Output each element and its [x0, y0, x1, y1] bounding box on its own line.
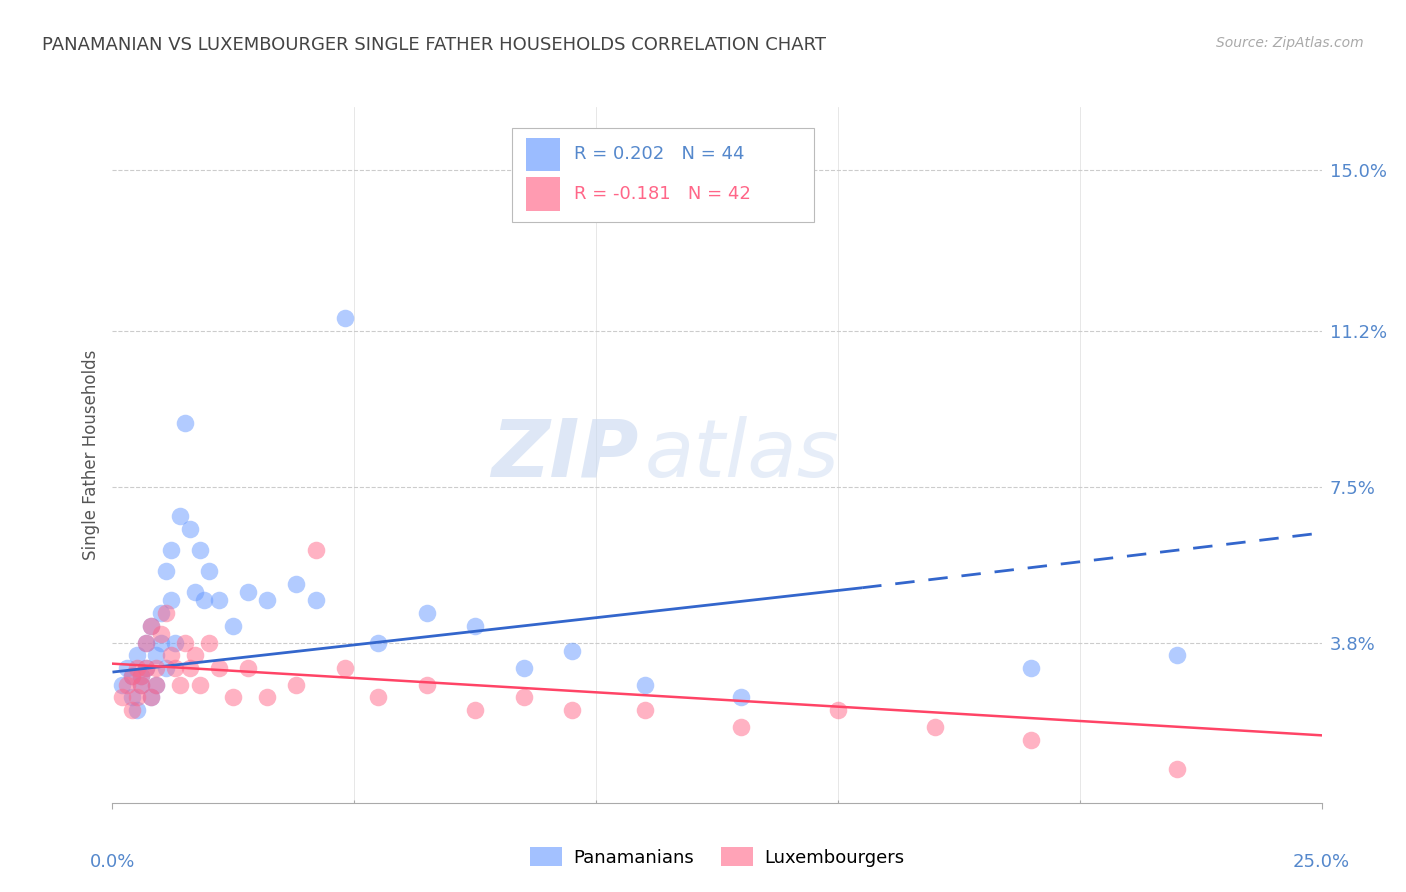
Point [145, 661, 167, 675]
Point [512, 661, 534, 675]
Point [111, 690, 134, 705]
Text: PANAMANIAN VS LUXEMBOURGER SINGLE FATHER HOUSEHOLDS CORRELATION CHART: PANAMANIAN VS LUXEMBOURGER SINGLE FATHER… [42, 36, 827, 54]
Point [141, 618, 163, 632]
Point [222, 690, 245, 705]
Point [1166, 648, 1188, 663]
Point [131, 669, 153, 683]
Point [333, 661, 356, 675]
Point [208, 661, 231, 675]
Point [256, 690, 278, 705]
Text: R = -0.181   N = 42: R = -0.181 N = 42 [575, 185, 751, 203]
Text: 0.0%: 0.0% [90, 854, 135, 871]
Point [464, 703, 486, 717]
Point [179, 522, 201, 536]
Point [115, 661, 138, 675]
Point [145, 648, 167, 663]
Text: R = 0.202   N = 44: R = 0.202 N = 44 [575, 145, 745, 163]
Point [125, 690, 148, 705]
FancyBboxPatch shape [512, 128, 814, 222]
Point [304, 542, 326, 557]
Point [188, 542, 211, 557]
Point [188, 678, 211, 692]
Point [730, 720, 752, 734]
Point [121, 703, 143, 717]
Point [561, 644, 583, 658]
Point [169, 678, 191, 692]
Point [121, 690, 143, 705]
Point [135, 661, 157, 675]
Point [141, 618, 163, 632]
Point [208, 593, 231, 607]
Point [1021, 661, 1043, 675]
Point [561, 703, 583, 717]
Bar [526, 178, 560, 211]
Point [304, 593, 326, 607]
Point [125, 648, 148, 663]
Text: ZIP: ZIP [491, 416, 638, 494]
Point [193, 593, 215, 607]
Point [198, 635, 221, 649]
Point [149, 627, 172, 641]
Point [155, 606, 177, 620]
Point [416, 606, 439, 620]
Point [135, 635, 157, 649]
Point [125, 703, 148, 717]
Point [633, 678, 655, 692]
Bar [526, 137, 560, 171]
Point [827, 703, 849, 717]
Point [165, 661, 187, 675]
Point [179, 661, 201, 675]
Point [174, 417, 197, 431]
Point [285, 678, 308, 692]
Point [1021, 732, 1043, 747]
Point [416, 678, 439, 692]
Point [141, 690, 163, 705]
Point [183, 648, 205, 663]
Point [1166, 762, 1188, 776]
Point [125, 661, 148, 675]
Text: 25.0%: 25.0% [1294, 854, 1350, 871]
Point [155, 564, 177, 578]
Text: Source: ZipAtlas.com: Source: ZipAtlas.com [1216, 36, 1364, 50]
Text: Single Father Households: Single Father Households [82, 350, 100, 560]
Point [115, 678, 138, 692]
Point [155, 661, 177, 675]
Point [236, 661, 259, 675]
Point [222, 618, 245, 632]
Text: atlas: atlas [644, 416, 839, 494]
Point [464, 618, 486, 632]
Point [174, 635, 197, 649]
Point [149, 635, 172, 649]
Point [285, 576, 308, 591]
Point [121, 669, 143, 683]
Legend: Panamanians, Luxembourgers: Panamanians, Luxembourgers [523, 840, 911, 874]
Point [512, 690, 534, 705]
Point [236, 585, 259, 599]
Point [165, 635, 187, 649]
Point [131, 678, 153, 692]
Point [159, 648, 181, 663]
Point [131, 678, 153, 692]
Point [145, 678, 167, 692]
Point [198, 564, 221, 578]
Point [730, 690, 752, 705]
Point [145, 678, 167, 692]
Point [169, 509, 191, 524]
Point [924, 720, 946, 734]
Point [135, 635, 157, 649]
Point [333, 310, 356, 325]
Point [111, 678, 134, 692]
Point [149, 606, 172, 620]
Point [121, 669, 143, 683]
Point [633, 703, 655, 717]
Point [135, 661, 157, 675]
Point [367, 635, 389, 649]
Point [131, 669, 153, 683]
Point [183, 585, 205, 599]
Point [367, 690, 389, 705]
Point [256, 593, 278, 607]
Point [159, 593, 181, 607]
Point [159, 542, 181, 557]
Point [141, 690, 163, 705]
